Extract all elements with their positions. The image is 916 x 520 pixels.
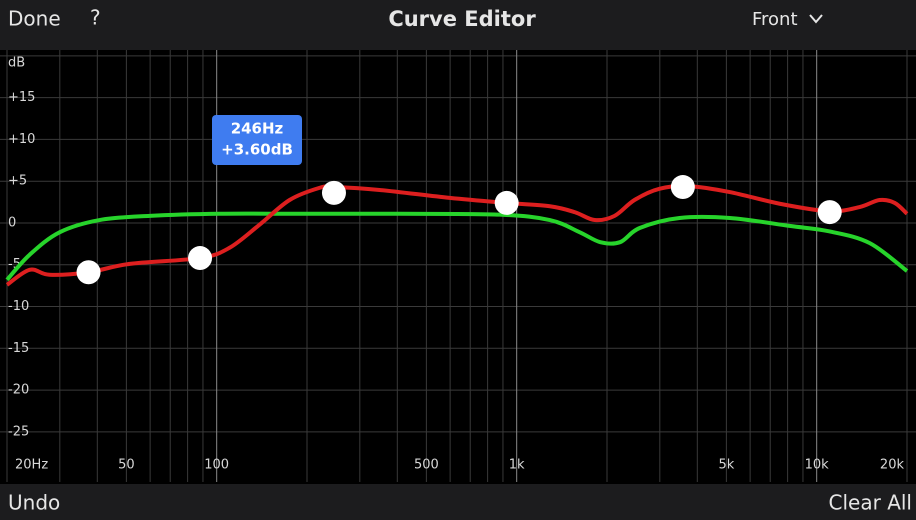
eq-curve xyxy=(5,211,909,282)
plot-background xyxy=(0,50,916,484)
chevron xyxy=(809,14,823,24)
bottom-bar xyxy=(0,484,916,520)
y-tick-label: +10 xyxy=(8,132,35,147)
y-tick-label: -10 xyxy=(8,299,29,314)
y-tick-label: +15 xyxy=(8,90,35,105)
eq-curve xyxy=(5,184,909,287)
band-handle[interactable] xyxy=(670,175,695,200)
help-button[interactable]: ? xyxy=(90,6,101,30)
band-handle[interactable] xyxy=(817,200,842,225)
band-handle[interactable] xyxy=(76,260,101,285)
x-tick-label: 20Hz xyxy=(15,458,48,473)
title: Curve Editor xyxy=(388,7,536,31)
band-handle[interactable] xyxy=(188,246,213,271)
y-tick-label: -15 xyxy=(8,341,29,356)
x-tick-label: 500 xyxy=(414,458,439,473)
x-tick-label: 1k xyxy=(509,458,525,473)
top-bar xyxy=(0,0,916,50)
y-tick-label: +5 xyxy=(8,174,27,189)
x-tick-label: 5k xyxy=(718,458,734,473)
done-button[interactable]: Done xyxy=(8,7,61,31)
clear-all-button[interactable]: Clear All xyxy=(829,491,912,515)
x-tick-label: 100 xyxy=(204,458,229,473)
tooltip-text: 246Hz xyxy=(231,120,284,138)
undo-button[interactable]: Undo xyxy=(8,491,60,515)
channel-menu[interactable]: Front xyxy=(752,9,798,30)
x-tick-label: 50 xyxy=(118,458,135,473)
tooltip xyxy=(212,115,302,165)
y-tick-label: dB xyxy=(8,55,25,70)
x-tick-label: 10k xyxy=(805,458,830,473)
band-handle[interactable] xyxy=(494,190,519,215)
y-tick-label: -25 xyxy=(8,424,29,439)
y-tick-label: 0 xyxy=(8,215,16,230)
band-handle[interactable] xyxy=(321,180,346,205)
x-tick-label: 20k xyxy=(880,458,905,473)
y-tick-label: -20 xyxy=(8,383,29,398)
tooltip-text: +3.60dB xyxy=(221,141,293,159)
